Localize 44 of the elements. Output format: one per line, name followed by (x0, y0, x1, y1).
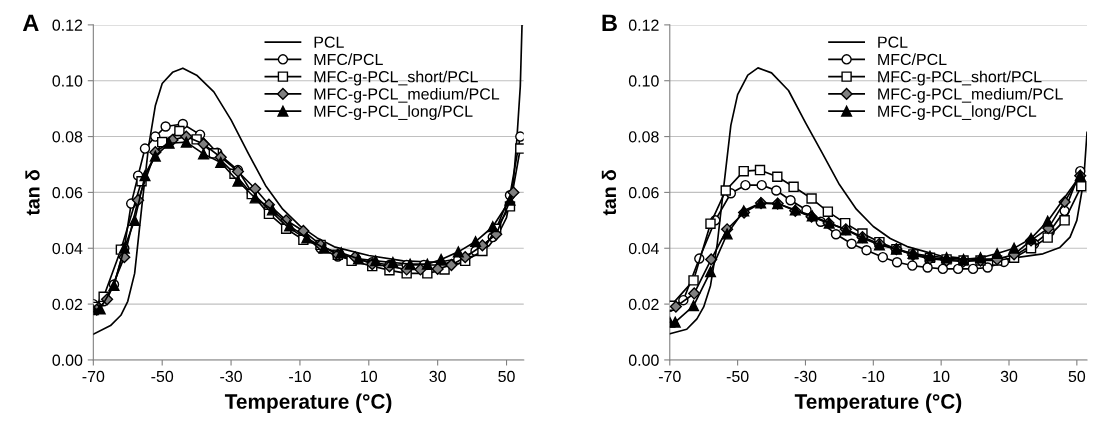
x-tick-label: -70 (82, 370, 105, 383)
legend-label: MFC-g-PCL_long/PCL (314, 105, 473, 121)
legend-label: MFC/PCL (314, 53, 383, 66)
chart-title: A (22, 14, 39, 31)
y-tick-label: 0.08 (52, 131, 83, 143)
y-tick-label: 0.08 (628, 131, 659, 143)
x-tick-label: 50 (1068, 370, 1086, 383)
x-tick-label: -10 (289, 370, 311, 383)
y-tick-label: 0.02 (52, 298, 83, 311)
y-tick-label: 0.00 (52, 354, 83, 366)
x-tick-label: -10 (862, 370, 885, 383)
y-tick-label: 0.10 (52, 75, 83, 87)
x-tick-label: -50 (726, 370, 749, 383)
x-tick-label: 50 (498, 370, 515, 383)
x-tick-label: -50 (151, 370, 174, 383)
x-tick-label: 10 (361, 370, 378, 383)
x-tick-label: 30 (1000, 370, 1018, 383)
y-tick-label: 0.04 (52, 242, 83, 255)
legend-label: MFC-g-PCL_long/PCL (878, 105, 1037, 121)
y-tick-label: 0.12 (628, 19, 659, 31)
legend-label: MFC-g-PCL_short/PCL (314, 70, 478, 86)
y-axis-title: tan δ (601, 170, 617, 216)
y-tick-label: 0.10 (628, 75, 659, 87)
y-tick-label: 0.00 (628, 354, 659, 366)
x-tick-label: 10 (933, 370, 950, 383)
x-axis-title: Temperature (°C) (794, 393, 962, 413)
chart-title: B (602, 14, 617, 31)
legend-label: MFC-g-PCL_short/PCL (878, 70, 1042, 86)
x-tick-label: -70 (658, 370, 681, 383)
legend-label: PCL (878, 36, 908, 48)
y-tick-label: 0.12 (52, 19, 83, 31)
x-tick-label: 30 (429, 370, 446, 383)
y-tick-label: 0.06 (52, 187, 83, 199)
y-axis-title: tan δ (25, 170, 40, 216)
legend-label: MFC-g-PCL_medium/PCL (878, 87, 1063, 103)
x-tick-label: -30 (220, 370, 242, 383)
legend-label: PCL (314, 36, 344, 48)
legend-label: MFC-g-PCL_medium/PCL (314, 87, 500, 103)
y-tick-label: 0.02 (628, 298, 659, 311)
x-tick-label: -30 (794, 370, 817, 383)
legend-label: MFC/PCL (878, 53, 947, 66)
y-tick-label: 0.06 (628, 187, 659, 199)
y-tick-label: 0.04 (628, 242, 659, 255)
x-axis-title: Temperature (°C) (224, 393, 392, 413)
